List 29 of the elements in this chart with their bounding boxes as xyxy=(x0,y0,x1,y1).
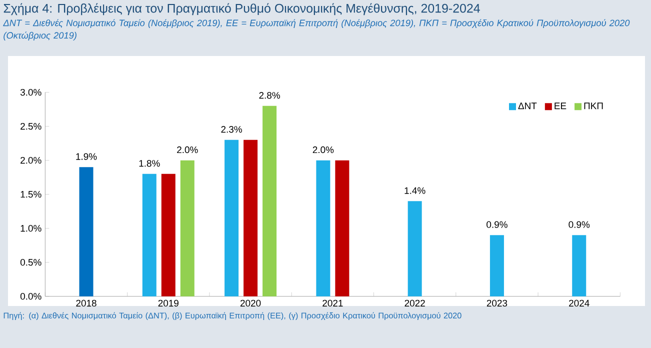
chart-subtitle: ΔΝΤ = Διεθνές Νομισματικό Ταμείο (Νοέμβριος 2019), ΕΕ = Ευρωπαϊκή Επιτροπή (Νοέμβριος 2019), ΠΚΠ = Προσχέδιο Κρατικού Προϋπολογισμού 2020 (Οκτώβριος 2019) xyxy=(3,19,630,40)
y-tick-label: 0.0% xyxy=(20,292,42,300)
y-tick-label: 1.0% xyxy=(20,224,42,232)
x-tick-label: 2022 xyxy=(404,300,425,307)
y-tick-label: 3.0% xyxy=(20,88,42,96)
x-tick-label: 2021 xyxy=(322,300,343,307)
x-tick-label: 2023 xyxy=(486,300,508,307)
data-label: 2.0% xyxy=(312,146,334,154)
legend-label: ΕΕ xyxy=(554,102,566,110)
y-tick-label: 2.0% xyxy=(20,156,42,164)
legend-label: ΠΚΠ xyxy=(584,102,603,110)
y-tick-label: 0.5% xyxy=(20,258,42,266)
data-label: 2.3% xyxy=(221,126,242,133)
x-tick-label: 2020 xyxy=(240,300,261,307)
y-tick-label: 1.5% xyxy=(20,190,42,198)
data-label: 2.0% xyxy=(177,146,198,154)
text: Πηγή: (α) Διεθνές Νομισματικό Ταμείο (ΔΝΤ), (β) Ευρωπαϊκή Επιτροπή (ΕΕ), (γ) Προσχέδιο Κρατικού Προϋπολογισμού 2020 xyxy=(4,312,462,320)
data-label: 0.9% xyxy=(568,221,590,228)
data-label: 1.9% xyxy=(76,153,97,160)
legend-label: ΔΝΤ xyxy=(518,102,537,110)
x-tick-label: 2019 xyxy=(158,300,178,307)
data-label: 2.8% xyxy=(259,92,280,99)
y-tick-label: 2.5% xyxy=(20,122,42,130)
x-tick-label: 2024 xyxy=(569,300,590,307)
chart-title: Σχήμα 4: Προβλέψεις για τον Πραγματικό Ρυθμό Οικονομικής Μεγέθυνσης, 2019-2024 xyxy=(4,3,480,16)
data-label: 1.8% xyxy=(139,160,160,167)
data-label: 0.9% xyxy=(486,221,508,228)
data-label: 1.4% xyxy=(404,187,426,194)
x-tick-label: 2018 xyxy=(76,300,96,307)
